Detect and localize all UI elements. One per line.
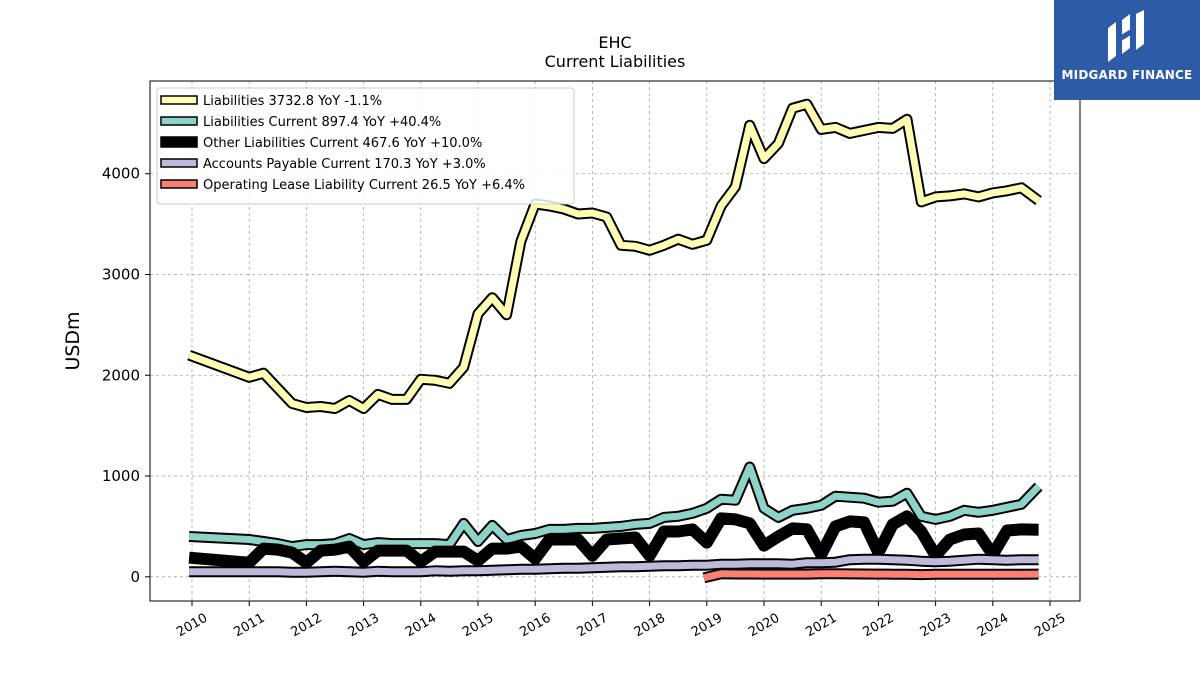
legend-entry: Operating Lease Liability Current 26.5 Y…: [203, 178, 525, 193]
y-tick-label: 4000: [102, 165, 140, 183]
legend-swatch: [160, 95, 198, 105]
x-tick-label: 2013: [346, 611, 382, 641]
x-tick-label: 2014: [403, 611, 439, 641]
logo-text: MIDGARD FINANCE: [1061, 68, 1193, 82]
series-line: [189, 555, 1039, 576]
chart-title: EHC: [598, 33, 631, 52]
x-tick-label: 2018: [632, 611, 668, 641]
x-tick-label: 2011: [231, 611, 267, 641]
chart-subtitle: Current Liabilities: [545, 52, 686, 71]
y-tick-label: 0: [130, 568, 140, 586]
x-tick-label: 2016: [517, 611, 553, 641]
y-tick-label: 2000: [102, 366, 140, 384]
series-layer: [187, 98, 1043, 584]
legend-swatch: [160, 158, 198, 168]
x-tick-label: 2019: [689, 611, 725, 641]
legend-entry: Accounts Payable Current 170.3 YoY +3.0%: [203, 157, 486, 172]
series-line: [188, 463, 1042, 551]
series-line: [187, 100, 1041, 412]
y-axis-label: USDm: [62, 311, 84, 370]
x-tick-label: 2022: [861, 611, 897, 641]
legend-swatch: [160, 116, 198, 126]
legend-entry: Liabilities 3732.8 YoY -1.1%: [203, 94, 382, 109]
legend-entry: Liabilities Current 897.4 YoY +40.4%: [203, 115, 441, 130]
series-line: [703, 570, 1039, 582]
legend-swatch: [160, 179, 198, 189]
x-tick-label: 2021: [803, 611, 839, 641]
legend: Liabilities 3732.8 YoY -1.1% Liabilities …: [156, 87, 575, 205]
grid-layer: [150, 81, 1080, 601]
legend-entry: Other Liabilities Current 467.6 YoY +10.…: [203, 136, 482, 151]
plot-frame: [149, 80, 1081, 602]
x-tick-label: 2025: [1032, 611, 1068, 641]
x-tick-label: 2020: [746, 611, 782, 641]
legend-swatch: [160, 136, 198, 148]
x-tick-label: 2010: [174, 611, 210, 641]
legend-box: [156, 87, 575, 205]
x-tick-label: 2015: [460, 611, 496, 641]
x-tick-label: 2023: [918, 611, 954, 641]
x-tick-label: 2017: [575, 611, 611, 641]
y-tick-label: 3000: [102, 265, 140, 283]
brand-logo: MIDGARD FINANCE: [1054, 0, 1200, 100]
x-tick-label: 2012: [289, 611, 325, 641]
x-tick-label: 2024: [975, 611, 1011, 641]
logo-mark-icon: [1108, 10, 1144, 62]
y-tick-label: 1000: [102, 467, 140, 485]
series-line: [188, 510, 1039, 569]
